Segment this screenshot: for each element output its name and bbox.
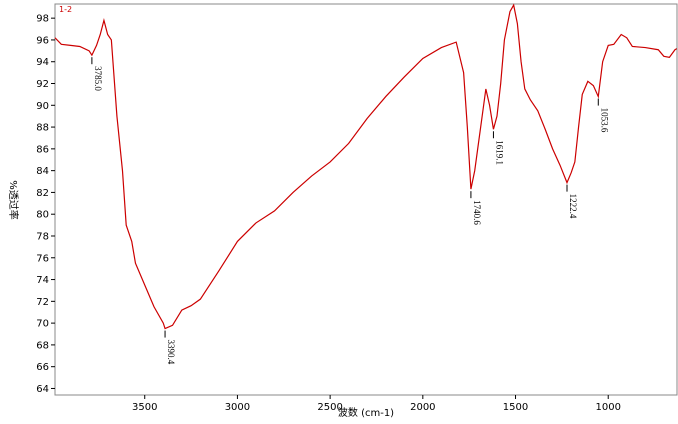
y-tick-label: 90: [36, 101, 49, 112]
y-tick-label: 72: [36, 297, 49, 308]
y-tick-label: 84: [36, 166, 49, 177]
y-tick-label: 70: [36, 319, 49, 330]
y-tick-label: 74: [36, 275, 49, 286]
y-tick-label: 82: [36, 188, 49, 199]
y-tick-label: 66: [36, 362, 49, 373]
x-tick-label: 3000: [225, 402, 250, 413]
peak-label: 1053.6: [599, 108, 609, 133]
peak-label: 1740.6: [472, 200, 482, 225]
plot-frame: [54, 3, 678, 396]
y-tick-label: 86: [36, 144, 49, 155]
x-tick-label: 2500: [317, 402, 342, 413]
y-tick-label: 94: [36, 57, 49, 68]
y-tick-label: 96: [36, 35, 49, 46]
peak-label: 1222.4: [568, 194, 578, 219]
y-tick-label: 76: [36, 253, 49, 264]
spectrum-tag: 1-2: [59, 5, 72, 14]
x-tick-label: 3500: [132, 402, 157, 413]
y-tick-label: 92: [36, 79, 49, 90]
x-tick-label: 2000: [410, 402, 435, 413]
y-tick-label: 88: [36, 123, 49, 134]
y-tick-label: 78: [36, 231, 49, 242]
y-tick-label: 80: [36, 210, 49, 221]
x-tick-label: 1000: [595, 402, 620, 413]
y-tick-label: 68: [36, 340, 49, 351]
y-axis-label: %透过率: [7, 180, 20, 220]
peak-label: 3785.0: [93, 66, 103, 91]
peak-label: 3390.4: [166, 340, 176, 365]
x-tick-label: 1500: [503, 402, 528, 413]
y-tick-label: 64: [36, 384, 49, 395]
x-axis-label: 波数 (cm-1): [338, 406, 394, 419]
spectrum-line: [54, 3, 678, 330]
y-tick-label: 98: [36, 14, 49, 25]
peak-label: 1619.1: [494, 140, 504, 165]
